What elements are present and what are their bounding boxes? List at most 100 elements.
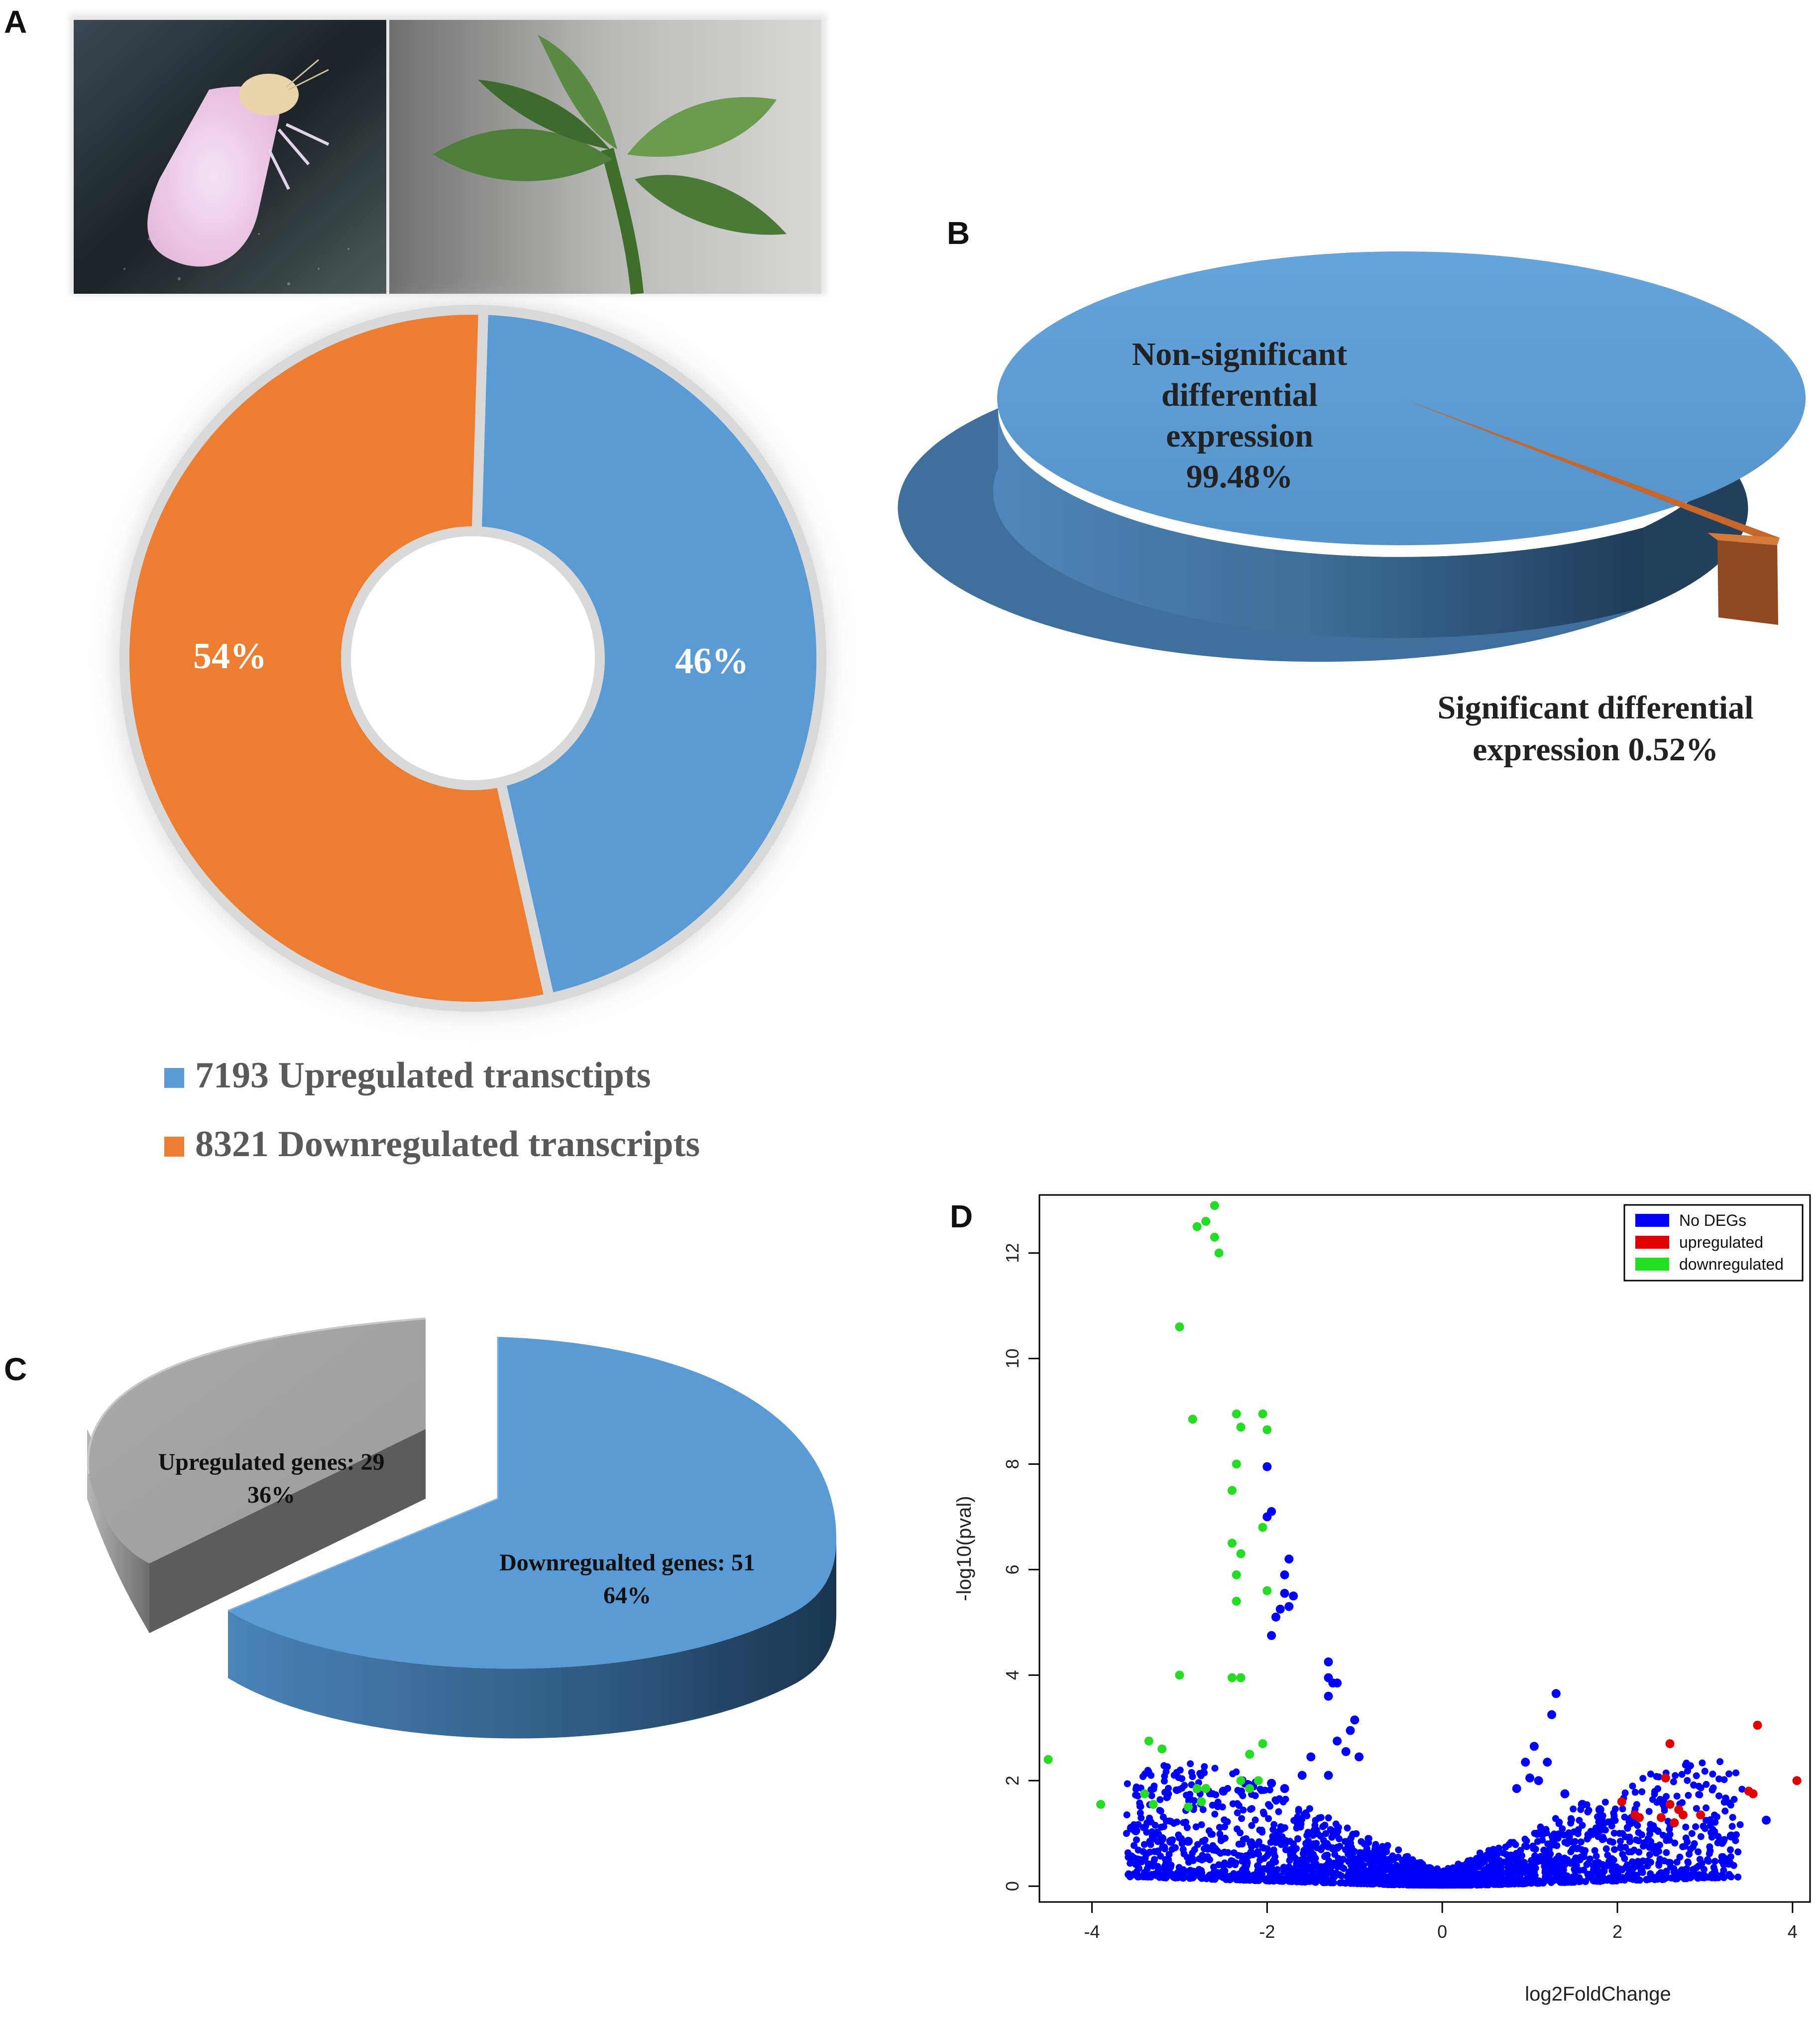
point-no-degs <box>1503 1869 1511 1877</box>
point-no-degs <box>1123 1811 1131 1819</box>
point-upregulated <box>1634 1813 1644 1822</box>
point-no-degs <box>1715 1775 1723 1782</box>
point-no-degs <box>1160 1874 1167 1881</box>
point-no-degs <box>1358 1869 1365 1877</box>
point-no-degs <box>1721 1807 1729 1815</box>
point-no-degs <box>1319 1873 1326 1880</box>
point-no-degs <box>1210 1845 1219 1854</box>
point-no-degs <box>1170 1772 1178 1779</box>
point-no-degs <box>1639 1775 1647 1782</box>
point-no-degs <box>1367 1865 1375 1873</box>
point-no-degs <box>1187 1760 1194 1768</box>
point-no-degs <box>1324 1691 1333 1701</box>
x-tick-label: -2 <box>1259 1921 1275 1942</box>
point-upregulated <box>1753 1721 1762 1730</box>
point-no-degs <box>1157 1834 1167 1843</box>
point-no-degs <box>1148 1831 1158 1841</box>
point-no-degs <box>1157 1823 1165 1831</box>
donut-label-upregulated: 46% <box>675 641 749 682</box>
point-downregulated <box>1228 1673 1237 1682</box>
point-no-degs <box>1548 1833 1556 1840</box>
point-downregulated <box>1184 1802 1193 1812</box>
point-no-degs <box>1450 1880 1458 1888</box>
point-no-degs <box>1727 1846 1734 1854</box>
point-no-degs <box>1272 1797 1280 1805</box>
point-no-degs <box>1534 1838 1541 1845</box>
point-no-degs <box>1713 1813 1721 1821</box>
point-upregulated <box>1792 1776 1802 1785</box>
point-no-degs <box>1234 1809 1241 1816</box>
point-no-degs <box>1351 1877 1359 1885</box>
point-no-degs <box>1700 1822 1707 1830</box>
point-no-degs <box>1577 1854 1584 1861</box>
point-no-degs <box>1267 1779 1276 1788</box>
point-no-degs <box>1239 1840 1246 1848</box>
no-degs-cloud <box>1123 1758 1746 1889</box>
point-no-degs <box>1185 1797 1192 1804</box>
point-no-degs <box>1395 1846 1402 1854</box>
donut-hole <box>351 536 595 780</box>
point-no-degs <box>1559 1825 1566 1832</box>
point-no-degs <box>1616 1865 1624 1873</box>
point-no-degs <box>1219 1835 1227 1843</box>
point-no-degs <box>1656 1795 1664 1803</box>
point-no-degs <box>1541 1863 1548 1870</box>
point-no-degs <box>1602 1845 1610 1853</box>
point-no-degs <box>1616 1837 1624 1845</box>
point-no-degs <box>1244 1870 1251 1877</box>
point-no-degs <box>1695 1848 1702 1856</box>
point-no-degs <box>1381 1881 1388 1888</box>
label-line: 99.48% <box>1186 459 1293 495</box>
point-no-degs <box>1123 1830 1130 1837</box>
legend-label-downregulated: downregulated <box>1679 1255 1784 1273</box>
point-no-degs <box>1211 1765 1219 1772</box>
point-downregulated <box>1175 1670 1184 1680</box>
point-no-degs <box>1147 1772 1155 1779</box>
point-no-degs <box>1495 1844 1502 1852</box>
point-no-degs <box>1237 1829 1244 1837</box>
point-no-degs <box>1143 1865 1151 1873</box>
point-no-degs <box>1485 1847 1492 1854</box>
point-no-degs <box>1534 1776 1543 1785</box>
point-no-degs <box>1595 1805 1604 1814</box>
point-no-degs <box>1151 1856 1158 1863</box>
point-no-degs <box>1233 1768 1240 1776</box>
point-no-degs <box>1321 1863 1329 1870</box>
point-downregulated <box>1232 1570 1241 1579</box>
point-no-degs <box>1520 1869 1527 1876</box>
volcano-plot-d: -4 -2 0 2 4 0 2 4 6 8 10 12 log2FoldChange -log10(p… <box>953 1194 1811 2005</box>
point-no-degs <box>1284 1602 1294 1611</box>
point-no-degs <box>1165 1856 1172 1864</box>
point-downregulated <box>1258 1523 1267 1532</box>
point-no-degs <box>1653 1773 1660 1780</box>
whitefly-photo <box>74 20 386 294</box>
point-no-degs <box>1687 1874 1694 1882</box>
point-no-degs <box>1690 1868 1697 1876</box>
point-no-degs <box>1431 1874 1439 1881</box>
point-no-degs <box>1345 1858 1353 1865</box>
point-no-degs <box>1630 1846 1638 1854</box>
point-upregulated <box>1665 1799 1675 1809</box>
point-no-degs <box>1206 1827 1213 1835</box>
point-no-degs <box>1728 1823 1736 1830</box>
point-no-degs <box>1166 1837 1175 1846</box>
point-no-degs <box>1280 1570 1289 1579</box>
point-no-degs <box>1646 1826 1654 1833</box>
point-no-degs <box>1159 1813 1167 1821</box>
point-no-degs <box>1284 1554 1294 1564</box>
slice-upregulated <box>87 1317 426 1633</box>
point-no-degs <box>1649 1796 1656 1803</box>
point-no-degs <box>1214 1803 1222 1810</box>
point-no-degs <box>1572 1872 1579 1880</box>
point-no-degs <box>1200 1768 1207 1776</box>
point-no-degs <box>1174 1874 1182 1882</box>
point-upregulated <box>1661 1773 1670 1782</box>
point-no-degs <box>1141 1770 1148 1778</box>
point-no-degs <box>1248 1805 1255 1812</box>
point-no-degs <box>1525 1773 1535 1782</box>
point-no-degs <box>1166 1869 1174 1877</box>
point-no-degs <box>1145 1814 1153 1822</box>
point-no-degs <box>1322 1830 1330 1837</box>
donut-chart-a <box>119 305 826 1012</box>
point-no-degs <box>1631 1788 1639 1796</box>
